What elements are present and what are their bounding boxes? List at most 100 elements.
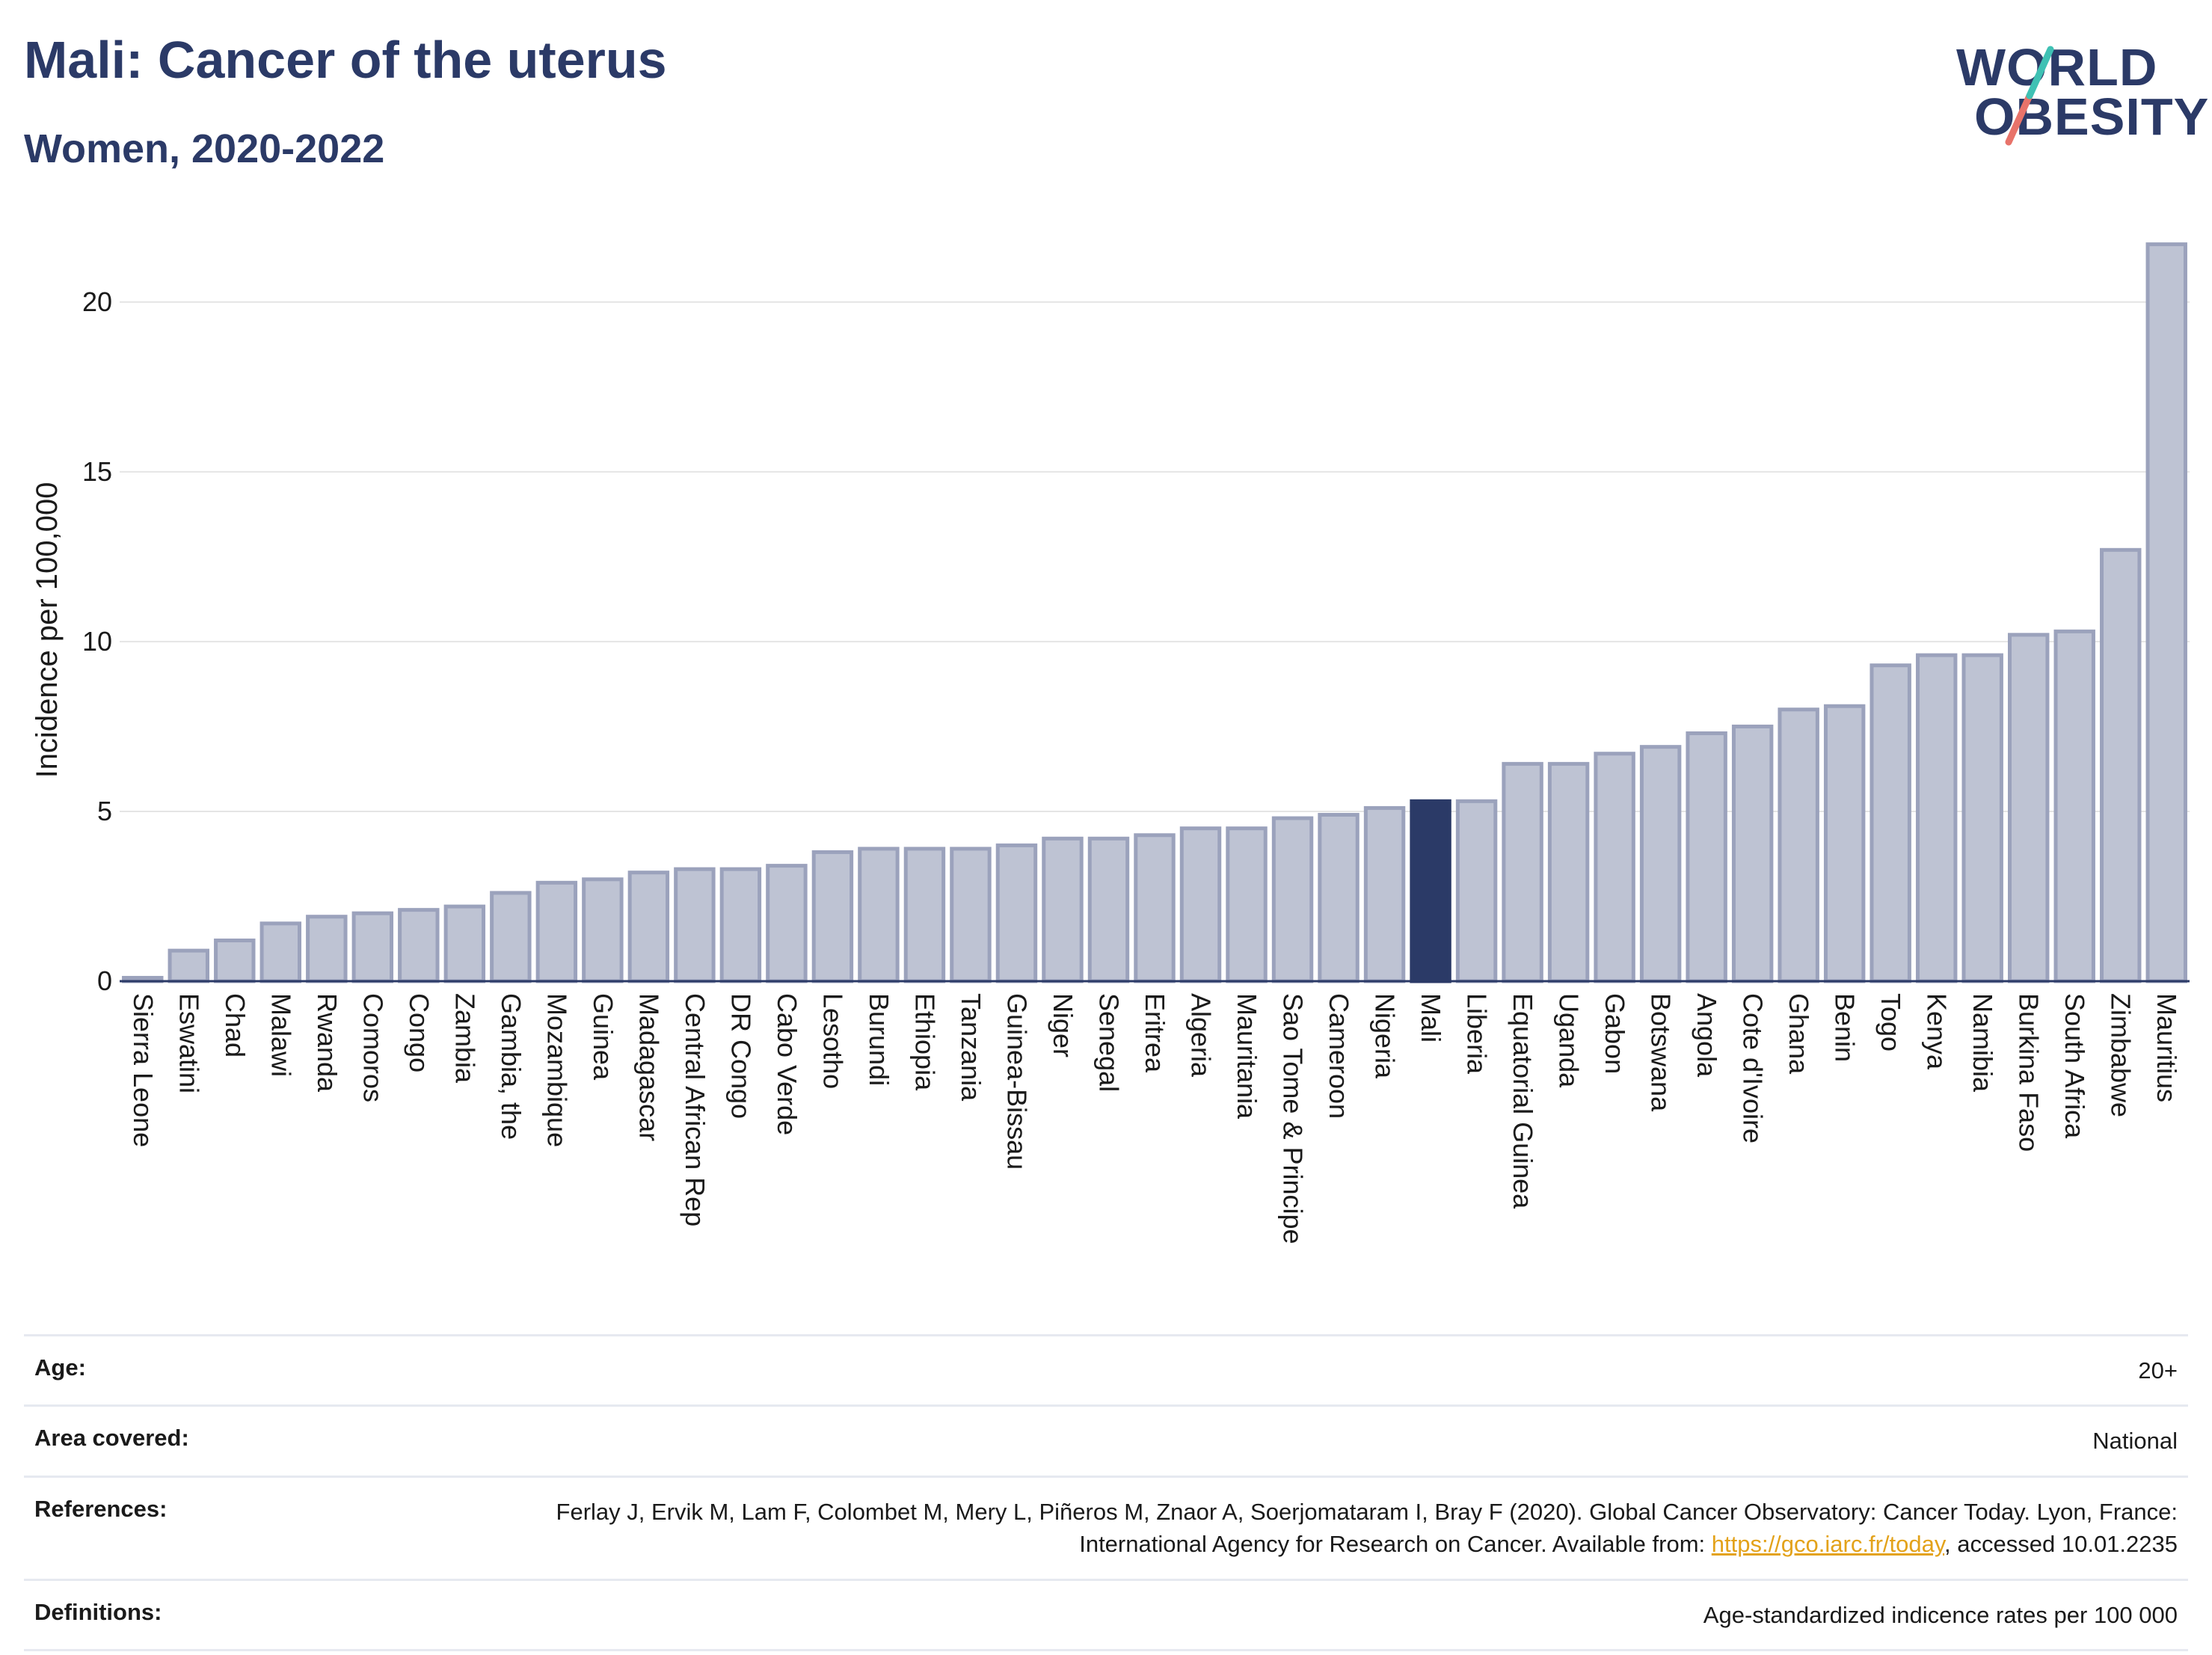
x-tick-label: Equatorial Guinea	[1508, 993, 1538, 1209]
age-label: Age:	[34, 1354, 86, 1381]
chart-subtitle: Women, 2020-2022	[24, 126, 385, 171]
bar-liberia[interactable]	[1455, 799, 1498, 983]
x-tick-label: Congo	[404, 993, 434, 1072]
bar-malawi[interactable]	[259, 921, 302, 983]
bar-burundi[interactable]	[858, 847, 900, 983]
x-tick-label: Cote d'Ivoire	[1738, 993, 1769, 1143]
bar-niger[interactable]	[1042, 836, 1084, 983]
bar-botswana[interactable]	[1639, 745, 1682, 983]
x-tick-label: Mali	[1416, 993, 1446, 1043]
bar-tanzania[interactable]	[950, 847, 992, 983]
x-tick-label: Madagascar	[633, 993, 664, 1141]
area-label: Area covered:	[34, 1425, 189, 1452]
x-tick-label: Niger	[1048, 993, 1078, 1057]
bar-chad[interactable]	[214, 939, 256, 983]
y-tick-label: 20	[82, 286, 112, 317]
references-value: Ferlay J, Ervik M, Lam F, Colombet M, Me…	[532, 1496, 2178, 1561]
x-tick-label: Tanzania	[956, 993, 986, 1102]
references-link[interactable]: https://gco.iarc.fr/today	[1711, 1531, 1945, 1558]
bar-cameroon[interactable]	[1318, 812, 1360, 983]
x-tick-label: Malawi	[265, 993, 296, 1077]
bar-madagascar[interactable]	[627, 871, 670, 983]
logo-line-1: WORLD	[1956, 38, 2158, 96]
bar-senegal[interactable]	[1087, 836, 1130, 983]
bar-south-africa[interactable]	[2053, 629, 2095, 983]
meta-row-definitions: Definitions: Age-standardized indicence …	[24, 1578, 2188, 1651]
references-text: Ferlay J, Ervik M, Lam F, Colombet M, Me…	[556, 1498, 2178, 1558]
bar-mozambique[interactable]	[535, 880, 578, 983]
bar-kenya[interactable]	[1915, 653, 1958, 983]
x-tick-label: Burundi	[864, 993, 894, 1086]
x-tick-label: Uganda	[1554, 993, 1585, 1088]
x-tick-label: Comoros	[357, 993, 388, 1102]
bar-mauritius[interactable]	[2145, 242, 2187, 983]
bar-namibia[interactable]	[1961, 653, 2003, 983]
bar-gambia-the[interactable]	[490, 891, 532, 983]
y-tick-label: 15	[82, 456, 112, 487]
bar-guinea[interactable]	[582, 877, 624, 983]
bar-uganda[interactable]	[1547, 761, 1590, 983]
bar-lesotho[interactable]	[811, 850, 854, 983]
x-tick-label: Rwanda	[312, 993, 342, 1093]
bar-mauritania[interactable]	[1226, 826, 1268, 983]
x-tick-label: Guinea	[588, 993, 618, 1081]
bar-mali[interactable]	[1410, 799, 1451, 983]
bar-gabon[interactable]	[1594, 752, 1635, 983]
bar-cote-d-ivoire[interactable]	[1731, 724, 1774, 983]
logo-slash-icon	[2005, 46, 2054, 146]
bar-central-african-rep[interactable]	[674, 867, 716, 983]
bar-zambia[interactable]	[443, 904, 486, 983]
bar-rwanda[interactable]	[306, 915, 348, 983]
references-label: References:	[34, 1495, 168, 1522]
x-tick-label: Senegal	[1093, 993, 1124, 1092]
x-tick-label: Gabon	[1600, 993, 1630, 1074]
bar-eritrea[interactable]	[1134, 833, 1176, 983]
bar-comoros[interactable]	[351, 911, 394, 983]
bar-zimbabwe[interactable]	[2100, 547, 2142, 983]
area-value: National	[2092, 1428, 2178, 1455]
bar-ethiopia[interactable]	[903, 847, 946, 983]
x-tick-label: Ethiopia	[909, 993, 940, 1091]
meta-row-references: References: Ferlay J, Ervik M, Lam F, Co…	[24, 1475, 2188, 1579]
meta-row-area: Area covered: National	[24, 1404, 2188, 1475]
bar-cabo-verde[interactable]	[766, 864, 808, 983]
x-tick-label: Togo	[1875, 993, 1906, 1051]
world-obesity-logo: WORLD OBESITY	[1944, 30, 2208, 157]
x-tick-label: Sierra Leone	[128, 993, 159, 1147]
definitions-label: Definitions:	[34, 1598, 162, 1625]
x-tick-label: Angola	[1692, 993, 1722, 1078]
x-tick-label: Mauritius	[2151, 993, 2182, 1102]
bar-togo[interactable]	[1870, 663, 1911, 983]
bar-nigeria[interactable]	[1363, 805, 1406, 983]
bar-burkina-faso[interactable]	[2007, 633, 2050, 983]
x-tick-label: Benin	[1830, 993, 1861, 1062]
definitions-value: Age-standardized indicence rates per 100…	[1703, 1601, 2178, 1628]
x-tick-label: DR Congo	[725, 993, 756, 1119]
x-tick-label: Guinea-Bissau	[1001, 993, 1032, 1170]
bars	[122, 242, 2187, 983]
bar-congo[interactable]	[398, 908, 440, 983]
references-accessed: , accessed 10.01.2235	[1944, 1531, 2178, 1558]
bar-guinea-bissau[interactable]	[995, 843, 1038, 983]
x-tick-label: Namibia	[1967, 993, 1998, 1093]
y-tick-label: 10	[82, 626, 112, 657]
y-tick-label: 0	[97, 965, 112, 996]
bar-dr-congo[interactable]	[719, 867, 762, 983]
bar-angola[interactable]	[1686, 731, 1727, 983]
bar-sao-tome-principe[interactable]	[1271, 816, 1314, 983]
meta-row-age: Age: 20+	[24, 1334, 2188, 1404]
tick-labels: 0 5 10 15 20 Incidence per 100,000 Sierra Leon…	[31, 286, 2182, 1244]
x-tick-label: Eswatini	[173, 993, 204, 1093]
x-tick-label: Zimbabwe	[2106, 993, 2136, 1117]
bar-benin[interactable]	[1823, 704, 1866, 983]
bar-ghana[interactable]	[1778, 707, 1819, 983]
x-tick-label: Central African Rep	[680, 993, 710, 1226]
bar-eswatini[interactable]	[168, 948, 209, 983]
x-tick-label: Sao Tome & Principe	[1278, 993, 1309, 1244]
chart-title: Mali: Cancer of the uterus	[24, 31, 667, 89]
bar-equatorial-guinea[interactable]	[1502, 761, 1543, 983]
x-tick-label: South Africa	[2059, 993, 2090, 1139]
x-tick-label: Nigeria	[1370, 993, 1401, 1079]
bar-algeria[interactable]	[1179, 826, 1222, 983]
x-tick-label: Mozambique	[541, 993, 572, 1147]
